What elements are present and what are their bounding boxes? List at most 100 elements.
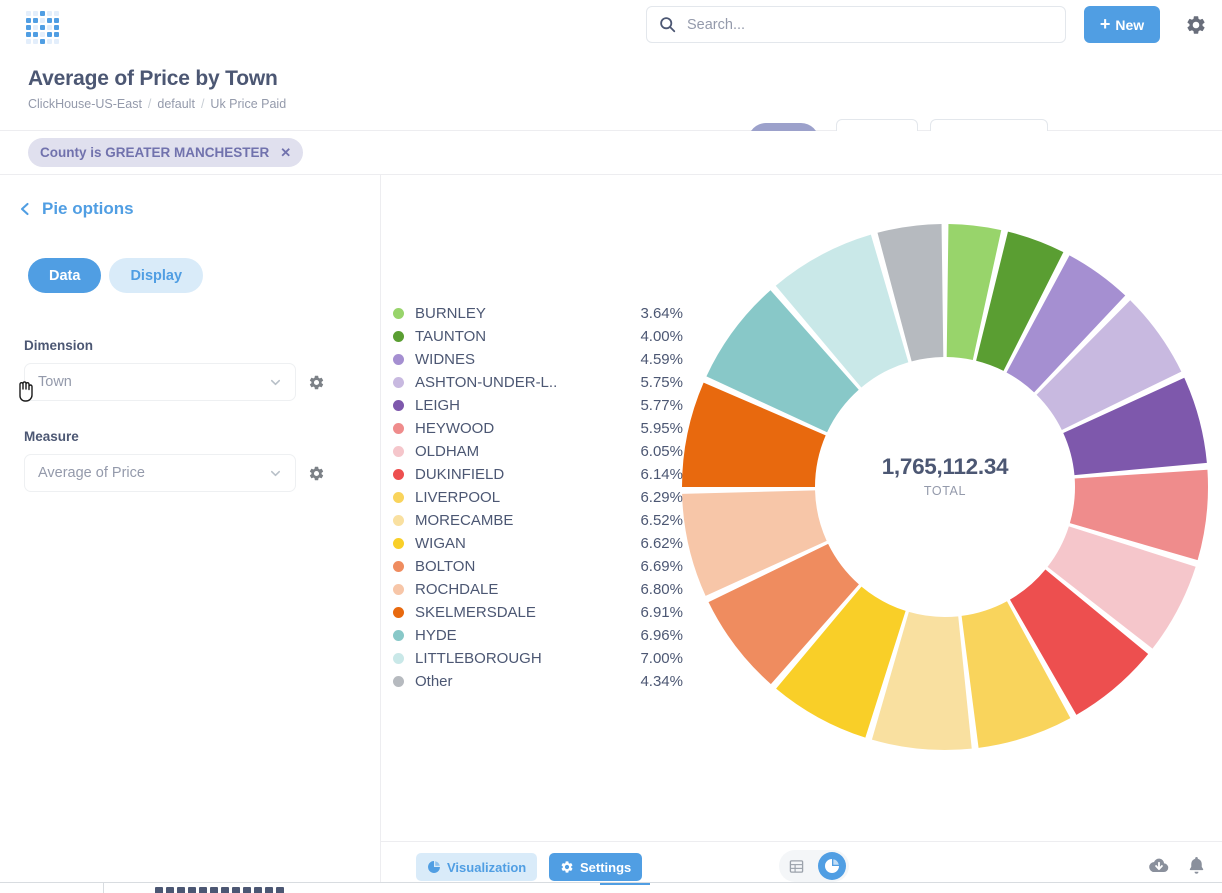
legend-color-swatch [393,584,404,595]
tab-data[interactable]: Data [28,258,102,293]
visualization-area: BURNLEY 3.64% TAUNTON 4.00% WIDNES 4.59% ASHTO… [381,175,1222,841]
measure-value: Average of Price [38,465,145,481]
legend-item[interactable]: WIDNES 4.59% [393,348,683,371]
new-button[interactable]: + New [1084,6,1160,43]
legend-item-label: ROCHDALE [415,581,499,598]
pie-slice[interactable] [871,611,972,750]
download-icon[interactable] [1148,855,1170,877]
legend-item[interactable]: SKELMERSDALE 6.91% [393,601,683,624]
pie-slice[interactable] [877,224,944,362]
breadcrumb-schema[interactable]: default [157,97,195,111]
legend-item[interactable]: TAUNTON 4.00% [393,325,683,348]
measure-settings-gear-icon[interactable] [308,465,325,482]
pie-slice[interactable] [1069,469,1208,561]
measure-select[interactable]: Average of Price [24,454,296,492]
legend-item-percent: 5.95% [640,420,683,437]
legend-item[interactable]: LITTLEBOROUGH 7.00% [393,647,683,670]
legend-item[interactable]: HEYWOOD 5.95% [393,417,683,440]
legend-item-label: MORECAMBE [415,512,514,529]
legend-item[interactable]: WIGAN 6.62% [393,532,683,555]
pie-slice[interactable] [961,601,1071,748]
legend-item-percent: 6.96% [640,627,683,644]
legend-item[interactable]: Other 4.34% [393,670,683,693]
breadcrumb-sep: / [147,97,152,111]
chart-view-button[interactable] [818,852,846,880]
legend-color-swatch [393,630,404,641]
pie-slice[interactable] [1047,526,1196,649]
logo-dot [33,18,38,23]
search-input[interactable] [687,16,1053,33]
chevron-left-icon[interactable] [18,202,32,216]
pie-slice[interactable] [1009,569,1149,715]
measure-label: Measure [24,429,79,444]
pie-slice[interactable] [776,586,906,738]
legend-item-percent: 5.77% [640,397,683,414]
legend-color-swatch [393,446,404,457]
legend-item[interactable]: DUKINFIELD 6.14% [393,463,683,486]
logo-dot [40,18,45,23]
logo-dot [54,11,59,16]
page-title[interactable]: Average of Price by Town [28,67,278,90]
logo-dot [33,32,38,37]
legend-item[interactable]: BOLTON 6.69% [393,555,683,578]
legend-item[interactable]: OLDHAM 6.05% [393,440,683,463]
legend-item[interactable]: BURNLEY 3.64% [393,302,683,325]
plus-icon: + [1099,14,1111,34]
legend-item[interactable]: ASHTON-UNDER-L.. 5.75% [393,371,683,394]
legend-item-label: SKELMERSDALE [415,604,536,621]
pie-slice[interactable] [976,231,1064,371]
tab-display[interactable]: Display [109,258,204,293]
settings-button[interactable]: Settings [549,853,643,881]
search-icon [660,17,676,33]
logo-dot [33,39,38,44]
legend-color-swatch [393,492,404,503]
legend-color-swatch [393,515,404,526]
legend-color-swatch [393,607,404,618]
pie-slice[interactable] [775,234,909,388]
legend-item-percent: 4.34% [640,673,683,690]
logo-dot [47,18,52,23]
close-icon[interactable]: ✕ [280,144,292,160]
pie-slice[interactable] [682,382,826,487]
legend-item-label: LIVERPOOL [415,489,501,506]
metabase-logo[interactable] [26,8,60,44]
legend-color-swatch [393,676,404,687]
legend-item-label: ASHTON-UNDER-L.. [415,374,558,391]
legend-item[interactable]: ROCHDALE 6.80% [393,578,683,601]
bell-icon[interactable] [1186,855,1207,876]
legend-item[interactable]: LEIGH 5.77% [393,394,683,417]
pie-slice[interactable] [1063,377,1207,476]
gear-icon [561,861,573,873]
pie-slice[interactable] [1006,255,1126,393]
legend-color-swatch [393,538,404,549]
legend-item[interactable]: MORECAMBE 6.52% [393,509,683,532]
gear-icon[interactable] [1185,14,1207,36]
pie-slice[interactable] [1036,300,1182,430]
filter-pill-label: County is GREATER MANCHESTER [40,145,270,160]
logo-dot [54,25,59,30]
dimension-select[interactable]: Town [24,363,296,401]
logo-dot [47,32,52,37]
legend-item[interactable]: LIVERPOOL 6.29% [393,486,683,509]
pie-slice[interactable] [682,490,827,596]
legend-item-percent: 3.64% [640,305,683,322]
dimension-settings-gear-icon[interactable] [308,374,325,391]
measure-field-group: Measure Average of Price [24,429,344,492]
legend-color-swatch [393,423,404,434]
visualization-button[interactable]: Visualization [416,853,538,881]
top-navigation-bar: + New [0,0,1222,49]
pie-slice[interactable] [946,224,1002,361]
search-box[interactable] [646,6,1066,43]
legend-item[interactable]: HYDE 6.96% [393,624,683,647]
sidebar-title[interactable]: Pie options [42,199,134,218]
legend-item-percent: 4.59% [640,351,683,368]
breadcrumb-table[interactable]: Uk Price Paid [210,97,287,111]
table-view-button[interactable] [782,852,810,880]
breadcrumb-database[interactable]: ClickHouse-US-East [28,97,142,111]
filter-pill[interactable]: County is GREATER MANCHESTER ✕ [28,138,304,167]
pie-slice[interactable] [706,290,859,433]
legend-item-percent: 6.05% [640,443,683,460]
pie-slice[interactable] [708,543,859,685]
logo-dot [54,18,59,23]
